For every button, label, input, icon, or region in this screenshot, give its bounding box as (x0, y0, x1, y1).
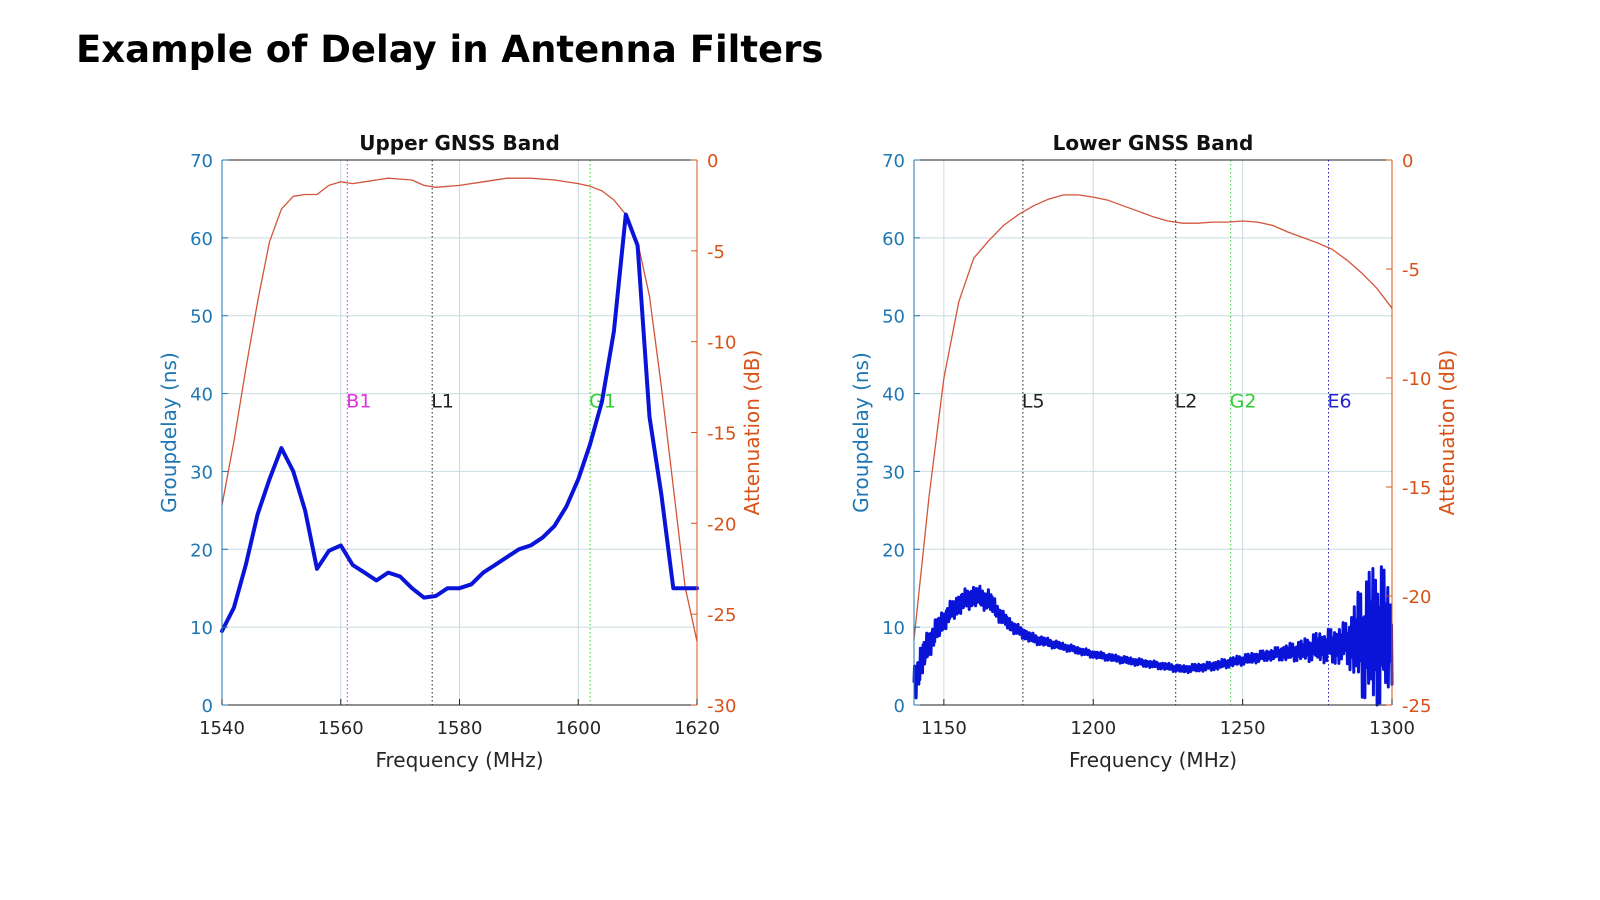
y-right-axis-label: Attenuation (dB) (740, 350, 764, 516)
x-tick-label: 1540 (199, 718, 245, 739)
y-left-axis-label: Groupdelay (ns) (849, 352, 873, 513)
y-right-tick-label: -5 (707, 242, 725, 263)
chart-title: Upper GNSS Band (359, 131, 560, 155)
y-right-tick-label: -25 (707, 605, 736, 626)
plot-area: L5 L2 G2 E6 (912, 159, 1394, 707)
y-left-tick-label: 70 (190, 151, 213, 172)
marker-label-e6: E6 (1328, 391, 1352, 413)
marker-label-b1: B1 (346, 391, 371, 413)
y-left-tick-label: 70 (882, 151, 905, 172)
y-left-tick-label: 40 (190, 385, 213, 406)
x-tick-label: 1620 (674, 718, 720, 739)
y-right-tick-label: -5 (1402, 260, 1420, 281)
y-left-tick-label: 0 (894, 696, 905, 717)
y-left-tick-label: 60 (190, 229, 213, 250)
x-tick-label: 1560 (318, 718, 364, 739)
y-right-tick-label: 0 (1402, 151, 1413, 172)
y-left-tick-label: 0 (202, 696, 213, 717)
x-tick-label: 1580 (437, 718, 483, 739)
chart-title: Lower GNSS Band (1053, 131, 1254, 155)
y-left-tick-label: 50 (190, 307, 213, 328)
plot-area: B1 L1 G1 (220, 159, 699, 706)
y-left-tick-label: 10 (190, 618, 213, 639)
y-left-tick-label: 10 (882, 618, 905, 639)
y-left-tick-label: 40 (882, 385, 905, 406)
x-axis-label: Frequency (MHz) (1069, 748, 1237, 772)
y-right-tick-label: -10 (1402, 369, 1431, 390)
y-left-tick-label: 50 (882, 307, 905, 328)
marker-label-l2: L2 (1175, 391, 1198, 413)
y-right-tick-label: -20 (1402, 587, 1431, 608)
y-right-tick-label: -15 (1402, 478, 1431, 499)
group-delay-series (912, 565, 1394, 707)
x-tick-label: 1250 (1220, 718, 1266, 739)
x-tick-label: 1200 (1070, 718, 1116, 739)
y-right-tick-label: 0 (707, 151, 718, 172)
y-right-tick-label: -10 (707, 333, 736, 354)
attenuation-series (913, 194, 1393, 640)
group-delay-series (220, 212, 699, 633)
x-axis-label: Frequency (MHz) (375, 748, 543, 772)
x-tick-label: 1150 (921, 718, 967, 739)
marker-label-l1: L1 (431, 391, 454, 413)
y-left-tick-label: 20 (190, 540, 213, 561)
marker-label-g2: G2 (1230, 391, 1257, 413)
marker-label-l5: L5 (1022, 391, 1045, 413)
y-left-axis-label: Groupdelay (ns) (157, 352, 181, 513)
y-right-axis-label: Attenuation (dB) (1435, 350, 1459, 516)
x-tick-label: 1600 (555, 718, 601, 739)
y-left-tick-label: 60 (882, 229, 905, 250)
y-left-tick-label: 30 (882, 462, 905, 483)
y-right-tick-label: -15 (707, 424, 736, 445)
y-right-tick-label: -30 (707, 696, 736, 717)
y-left-tick-label: 20 (882, 540, 905, 561)
slide-title: Example of Delay in Antenna Filters (76, 28, 824, 71)
y-right-tick-label: -25 (1402, 696, 1431, 717)
y-left-tick-label: 30 (190, 462, 213, 483)
y-right-tick-label: -20 (707, 514, 736, 535)
x-tick-label: 1300 (1369, 718, 1415, 739)
